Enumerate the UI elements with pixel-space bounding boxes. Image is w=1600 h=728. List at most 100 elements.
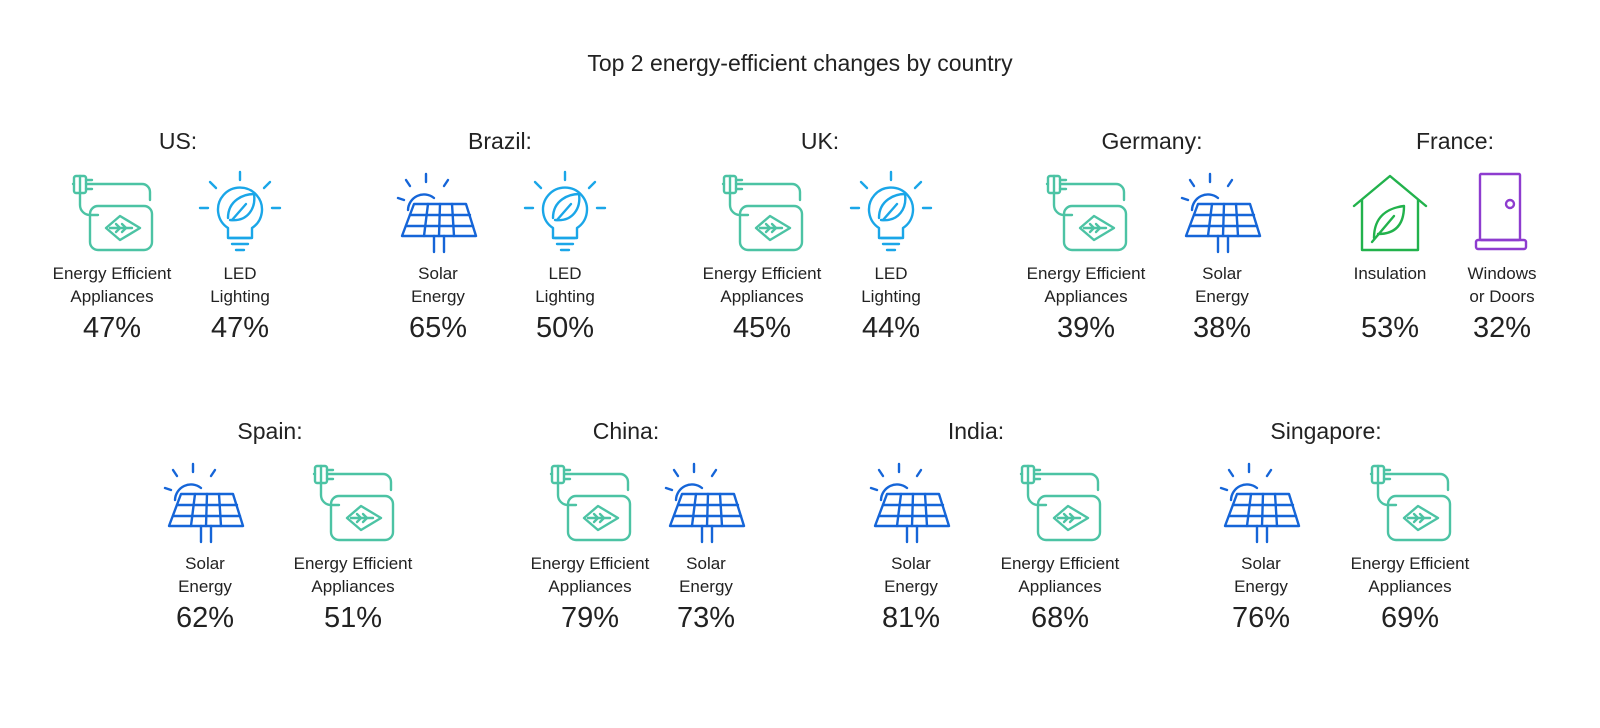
change-label-line2: Energy [1234,577,1288,596]
solar-panel-icon [1180,170,1264,254]
change-label-line2: Appliances [548,577,632,596]
change-label-line2: Energy [178,577,232,596]
house-leaf-icon [1348,170,1432,254]
change-percentage: 47% [210,312,270,344]
country-name: Spain: [237,418,303,444]
country-name: China: [592,418,660,444]
change-label: LED Lighting [490,262,640,308]
country-name: UK: [800,128,840,154]
change-label-line1: Energy Efficient [1026,264,1146,283]
plug-leaf-icon [720,170,804,254]
change-label-line1: LED [223,264,257,283]
change-percentage: 68% [1030,602,1090,634]
change-label-line1: Solar [686,554,726,573]
country-name: Singapore: [1270,418,1382,444]
change-percentage: 45% [732,312,792,344]
country-block: UK: Energy Efficient Appliances 45% LED Lig… [0,128,1600,368]
change-label: Solar Energy [363,262,513,308]
change-label: LED Lighting [816,262,966,308]
country-block: China: Energy Efficient Appliances 79% Sol… [0,418,1600,658]
change-label: Energy Efficient Appliances [1011,262,1161,308]
change-label-line1: Energy Efficient [293,554,413,573]
plug-leaf-icon [1018,460,1102,544]
change-percentage: 32% [1472,312,1532,344]
change-label-line2: Energy [411,287,465,306]
change-percentage: 50% [535,312,595,344]
change-percentage: 44% [861,312,921,344]
change-label: Energy Efficient Appliances [985,552,1135,598]
change-label-line2: Appliances [1368,577,1452,596]
country-block: Singapore: Solar Energy 76% Energy Efficie… [0,418,1600,658]
change-label-line1: Energy Efficient [1350,554,1470,573]
change-label-line2: or Doors [1469,287,1535,306]
change-label: Solar Energy [836,552,986,598]
change-label-line1: LED [548,264,582,283]
change-label-line2: Appliances [311,577,395,596]
solar-panel-icon [1219,460,1303,544]
solar-panel-icon [664,460,748,544]
change-percentage: 62% [175,602,235,634]
country-block: Spain: Solar Energy 62% Energy Efficient Ap… [0,418,1600,658]
change-percentage: 69% [1380,602,1440,634]
change-label-line1: Energy Efficient [52,264,172,283]
led-bulb-icon [523,170,607,254]
plug-leaf-icon [311,460,395,544]
solar-panel-icon [869,460,953,544]
change-percentage: 53% [1360,312,1420,344]
led-bulb-icon [198,170,282,254]
change-label-line2: Appliances [1018,577,1102,596]
change-label: Insulation [1315,262,1465,308]
change-label-line1: Energy Efficient [1000,554,1120,573]
country-name: Germany: [1101,128,1203,154]
change-label: Energy Efficient Appliances [515,552,665,598]
solar-panel-icon [163,460,247,544]
change-label-line1: Solar [891,554,931,573]
country-block: Brazil: Solar Energy 65% LED Lighting 50% [0,128,1600,368]
page-title: Top 2 energy-efficient changes by countr… [587,50,1013,76]
door-icon [1460,170,1544,254]
plug-leaf-icon [1044,170,1128,254]
change-label: Energy Efficient Appliances [37,262,187,308]
plug-leaf-icon [70,170,154,254]
change-label: Solar Energy [631,552,781,598]
change-label: Solar Energy [1147,262,1297,308]
country-name: France: [1416,128,1494,154]
country-name: Brazil: [468,128,532,154]
led-bulb-icon [849,170,933,254]
solar-panel-icon [396,170,480,254]
change-label-line2: Lighting [861,287,921,306]
change-percentage: 81% [881,602,941,634]
change-percentage: 73% [676,602,736,634]
plug-leaf-icon [1368,460,1452,544]
change-label-line1: Energy Efficient [702,264,822,283]
plug-leaf-icon [548,460,632,544]
change-percentage: 47% [82,312,142,344]
change-percentage: 65% [408,312,468,344]
country-block: India: Solar Energy 81% Energy Efficient Ap… [0,418,1600,658]
change-label-line2: Lighting [210,287,270,306]
country-name: India: [947,418,1005,444]
change-percentage: 51% [323,602,383,634]
change-label-line2: Energy [679,577,733,596]
change-label: Energy Efficient Appliances [687,262,837,308]
change-label-line1: Solar [418,264,458,283]
change-percentage: 39% [1056,312,1116,344]
change-label: LED Lighting [165,262,315,308]
change-percentage: 38% [1192,312,1252,344]
change-label-line1: Energy Efficient [530,554,650,573]
change-label-line1: LED [874,264,908,283]
change-percentage: 79% [560,602,620,634]
country-name: US: [158,128,198,154]
change-label-line2: Appliances [720,287,804,306]
change-percentage: 76% [1231,602,1291,634]
change-label: Solar Energy [1186,552,1336,598]
country-block: US: Energy Efficient Appliances 47% LED Lig… [0,128,1600,368]
change-label-line1: Insulation [1353,264,1427,283]
change-label-line2: Energy [1195,287,1249,306]
change-label-line2: Appliances [70,287,154,306]
change-label: Energy Efficient Appliances [1335,552,1485,598]
change-label-line1: Windows [1467,264,1537,283]
change-label-line1: Solar [1241,554,1281,573]
change-label-line1: Solar [185,554,225,573]
change-label: Windows or Doors [1427,262,1577,308]
